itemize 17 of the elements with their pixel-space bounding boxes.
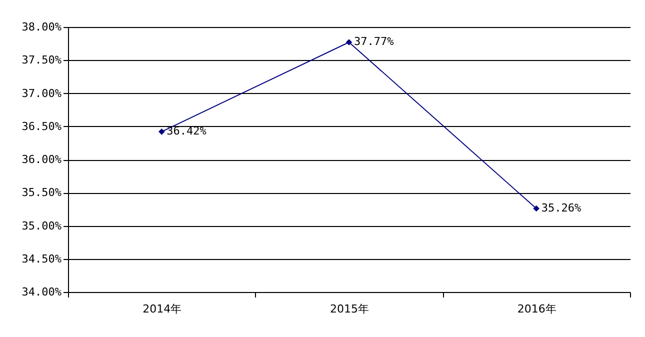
y-tick-label: 37.50% <box>22 54 62 67</box>
point <box>158 128 165 135</box>
x-tick-label: 2016年 <box>517 302 556 316</box>
y-tick-label: 34.50% <box>22 252 62 266</box>
y-tick-label: 36.00% <box>22 153 62 166</box>
data-label: 37.77% <box>354 35 394 48</box>
x-tick-label: 2015年 <box>330 302 369 316</box>
point <box>533 205 540 212</box>
y-tick-label: 35.50% <box>22 186 62 200</box>
y-tick-label: 37.00% <box>22 86 62 100</box>
data-label: 35.26% <box>541 202 582 215</box>
y-tick-label: 34.00% <box>22 286 62 298</box>
x-tick-label: 2014年 <box>142 302 182 316</box>
y-tick-label: 36.50% <box>22 120 62 133</box>
point <box>346 39 352 46</box>
y-tick-label: 38.00% <box>22 20 62 34</box>
y-tick-label: 35.00% <box>22 219 62 232</box>
